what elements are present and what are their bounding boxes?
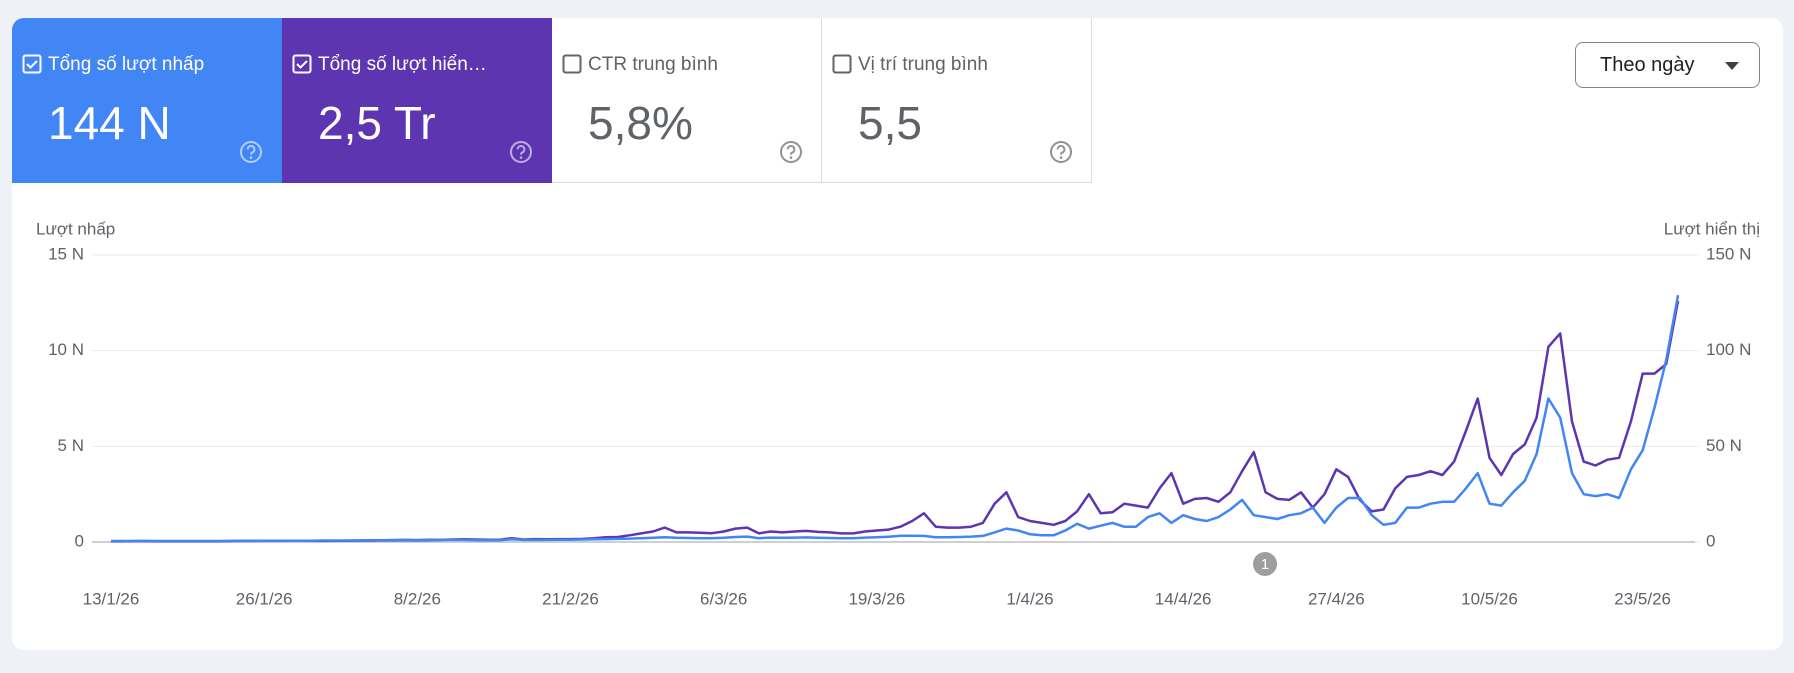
y2-axis-label: Lượt hiển thị xyxy=(1664,219,1760,238)
checkbox[interactable] xyxy=(562,54,582,74)
y2-tick-label: 150 N xyxy=(1706,244,1751,263)
data-line xyxy=(111,294,1680,543)
metric-card[interactable]: CTR trung bình 5,8% xyxy=(552,18,822,183)
metric-label: CTR trung bình xyxy=(588,54,718,75)
help-icon[interactable] xyxy=(239,140,263,164)
metric-card[interactable]: Vị trí trung bình 5,5 xyxy=(822,18,1092,183)
x-tick-label: 8/2/26 xyxy=(394,589,441,608)
y-tick-label: 10 N xyxy=(48,340,84,359)
performance-panel: Lượt nhấp Lượt hiển thị 0 5 N 10 N 15 N 0 50 N 1… xyxy=(12,18,1783,650)
checkbox[interactable] xyxy=(292,54,312,74)
period-select[interactable]: Theo ngày xyxy=(1575,42,1760,88)
annotation-marker xyxy=(1253,552,1277,576)
y2-tick-label: 100 N xyxy=(1706,340,1751,359)
x-tick-label: 14/4/26 xyxy=(1155,589,1212,608)
help-icon[interactable] xyxy=(509,140,533,164)
metric-label: Vị trí trung bình xyxy=(858,54,988,75)
y2-tick-label: 0 xyxy=(1706,531,1715,550)
metric-card[interactable]: Tổng số lượt nhấp 144 N xyxy=(12,18,282,183)
x-tick-label: 21/2/26 xyxy=(542,589,599,608)
metric-value: 5,8% xyxy=(588,97,693,149)
y-tick-label: 5 N xyxy=(58,436,84,455)
y2-tick-label: 50 N xyxy=(1706,436,1742,455)
metric-value: 144 N xyxy=(48,97,171,149)
help-icon[interactable] xyxy=(1049,140,1073,164)
metric-card[interactable]: Tổng số lượt hiển… 2,5 Tr xyxy=(282,18,552,183)
y-axis-label: Lượt nhấp xyxy=(36,219,115,238)
x-tick-label: 6/3/26 xyxy=(700,589,747,608)
chart: Lượt nhấp Lượt hiển thị 0 5 N 10 N 15 N 0 50 N 1… xyxy=(36,219,1760,608)
y-tick-label: 15 N xyxy=(48,244,84,263)
y-tick-label: 0 xyxy=(75,531,84,550)
data-line xyxy=(111,300,1680,543)
period-select-label: Theo ngày xyxy=(1600,54,1695,76)
metric-value: 2,5 Tr xyxy=(318,97,436,149)
x-tick-label: 13/1/26 xyxy=(83,589,140,608)
checkbox[interactable] xyxy=(22,54,42,74)
checkbox[interactable] xyxy=(832,54,852,74)
x-tick-label: 27/4/26 xyxy=(1308,589,1365,608)
annotation-label: 1 xyxy=(1261,556,1269,573)
x-tick-label: 10/5/26 xyxy=(1461,589,1518,608)
metric-label: Tổng số lượt nhấp xyxy=(48,54,205,75)
x-tick-label: 23/5/26 xyxy=(1614,589,1671,608)
metric-label: Tổng số lượt hiển… xyxy=(318,54,487,75)
metric-cards: Tổng số lượt nhấp 144 N Tổng số lượt hiển…… xyxy=(12,18,1092,183)
x-tick-label: 26/1/26 xyxy=(236,589,293,608)
x-tick-label: 19/3/26 xyxy=(848,589,905,608)
help-icon[interactable] xyxy=(779,140,803,164)
metric-value: 5,5 xyxy=(858,97,922,149)
x-tick-label: 1/4/26 xyxy=(1006,589,1053,608)
dropdown-arrow xyxy=(1725,62,1739,70)
